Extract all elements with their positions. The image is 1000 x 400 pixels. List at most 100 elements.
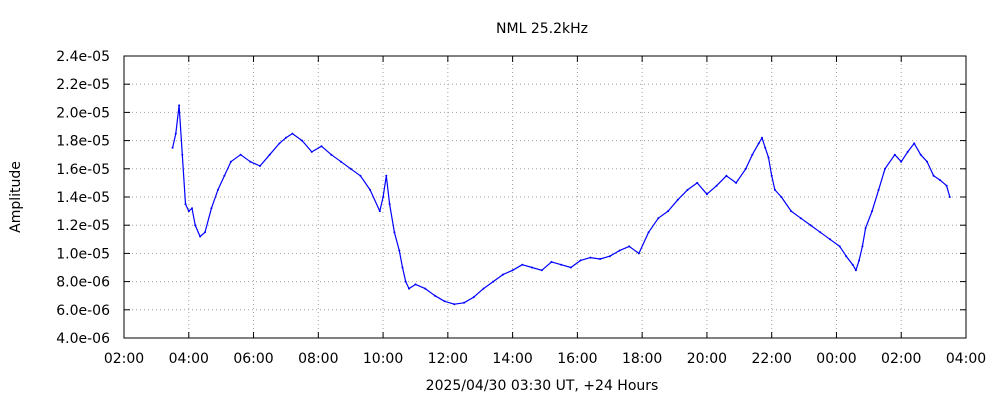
y-tick-label: 4.0e-06: [56, 331, 110, 347]
x-tick-label: 16:00: [557, 351, 597, 367]
data-point: [216, 188, 219, 191]
data-point: [628, 245, 631, 248]
data-point: [404, 280, 407, 283]
data-point: [249, 160, 252, 163]
data-point: [637, 252, 640, 255]
data-point: [194, 224, 197, 227]
data-point: [845, 255, 848, 258]
data-point: [618, 249, 621, 252]
data-point: [715, 184, 718, 187]
data-point: [178, 104, 181, 107]
data-point: [696, 181, 699, 184]
data-point: [767, 156, 770, 159]
data-point: [735, 181, 738, 184]
x-tick-label: 14:00: [492, 351, 532, 367]
data-point: [521, 263, 524, 266]
data-point: [171, 146, 174, 149]
data-point: [398, 249, 401, 252]
data-point: [858, 259, 861, 262]
data-point: [340, 160, 342, 163]
data-point: [948, 196, 951, 198]
data-point: [761, 136, 763, 139]
data-point: [780, 196, 783, 198]
y-tick-label: 8.0e-06: [56, 275, 110, 291]
x-tick-label: 10:00: [363, 351, 403, 367]
data-point: [751, 153, 754, 156]
data-point: [705, 193, 708, 196]
data-point: [854, 269, 857, 272]
data-point: [191, 207, 193, 210]
y-tick-label: 2.0e-05: [56, 105, 110, 121]
data-point: [443, 300, 446, 303]
y-axis-label: Amplitude: [8, 161, 24, 233]
data-point: [259, 165, 261, 167]
data-point: [501, 273, 504, 276]
x-tick-label: 02:00: [881, 351, 921, 367]
y-tick-label: 2.4e-05: [56, 49, 110, 65]
data-point: [871, 210, 874, 213]
x-tick-label: 18:00: [622, 351, 662, 367]
data-point: [320, 145, 323, 148]
data-point: [851, 263, 854, 266]
data-point: [757, 142, 760, 145]
x-tick-label: 08:00: [298, 351, 338, 367]
data-point: [210, 207, 213, 210]
data-point: [239, 153, 242, 156]
data-point: [877, 188, 880, 191]
data-point: [187, 210, 190, 213]
x-tick-label: 22:00: [752, 351, 792, 367]
x-tick-label: 02:00: [104, 351, 144, 367]
data-point: [932, 174, 935, 177]
data-point: [829, 238, 831, 241]
data-point: [919, 153, 922, 156]
data-point: [223, 174, 226, 177]
data-point: [770, 174, 773, 177]
y-tick-label: 2.2e-05: [56, 77, 110, 93]
data-point: [864, 227, 867, 229]
data-point: [385, 174, 388, 177]
data-point: [926, 160, 929, 163]
x-tick-label: 06:00: [233, 351, 273, 367]
data-point: [433, 294, 436, 297]
y-tick-label: 1.4e-05: [56, 190, 110, 206]
data-point: [764, 146, 767, 149]
data-point: [569, 266, 572, 269]
data-point: [204, 231, 206, 234]
data-point: [330, 153, 333, 156]
data-point: [492, 280, 495, 283]
data-point: [676, 198, 679, 201]
data-point: [414, 283, 417, 286]
data-point: [579, 259, 582, 262]
data-point: [939, 179, 942, 182]
data-point: [349, 167, 352, 170]
data-point: [647, 231, 650, 234]
data-point: [608, 255, 611, 258]
data-point: [184, 203, 187, 206]
data-point: [174, 132, 177, 135]
x-tick-label: 12:00: [428, 351, 468, 367]
data-point: [861, 245, 864, 248]
data-point: [725, 174, 728, 177]
data-point: [531, 266, 533, 269]
data-point: [388, 203, 391, 206]
data-point: [181, 153, 184, 156]
data-point: [913, 142, 916, 145]
data-point: [589, 256, 592, 259]
data-point: [900, 160, 903, 163]
data-point: [799, 217, 802, 220]
data-point: [278, 142, 281, 145]
y-tick-label: 6.0e-06: [56, 303, 110, 319]
data-point: [550, 260, 553, 263]
data-point: [773, 188, 776, 191]
data-point: [838, 245, 841, 248]
data-point: [310, 150, 313, 153]
data-point: [424, 287, 427, 290]
y-tick-label: 1.6e-05: [56, 162, 110, 178]
data-point: [382, 196, 385, 198]
chart-title: NML 25.2kHz: [496, 21, 588, 37]
y-tick-label: 1.0e-05: [56, 246, 110, 262]
data-point: [744, 167, 747, 170]
data-point: [560, 263, 563, 266]
data-point: [301, 139, 304, 142]
